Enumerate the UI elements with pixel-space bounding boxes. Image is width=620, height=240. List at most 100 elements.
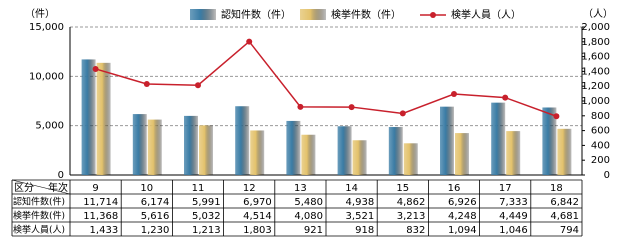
table-row-label: 認知件数(件) xyxy=(13,196,65,208)
bar xyxy=(199,125,213,175)
y2-tick-label: 2,000 xyxy=(581,22,610,33)
bar xyxy=(352,140,367,175)
point xyxy=(92,65,99,72)
table-cell: 11,714 xyxy=(83,197,118,208)
bar xyxy=(455,133,469,175)
y2-tick-label: 0 xyxy=(604,170,610,181)
y-unit: （件） xyxy=(25,8,55,20)
bar xyxy=(286,120,301,175)
bar xyxy=(337,126,352,175)
table-cell: 1,433 xyxy=(90,225,119,236)
table-cell: 832 xyxy=(406,225,425,236)
bar xyxy=(81,59,96,175)
table-cell: 4,449 xyxy=(499,211,528,222)
bar xyxy=(440,106,454,175)
table-cell: 1,094 xyxy=(448,225,477,236)
x-tick-label: 18 xyxy=(550,183,563,194)
x-tick-label: 9 xyxy=(92,183,98,194)
y-tick-label: 15,000 xyxy=(29,22,64,33)
y2-tick-label: 1,400 xyxy=(581,66,610,77)
table-cell: 1,803 xyxy=(243,225,272,236)
point xyxy=(143,80,150,87)
y2-tick-label: 1,000 xyxy=(581,96,610,107)
legend-label: 検挙人員（人） xyxy=(451,8,521,21)
bar xyxy=(147,119,162,175)
x-tick-label: 15 xyxy=(396,183,409,194)
table-cell: 6,970 xyxy=(243,197,272,208)
point xyxy=(399,110,406,117)
table-cell: 5,991 xyxy=(192,197,221,208)
point xyxy=(297,103,304,110)
table-cell: 6,926 xyxy=(448,197,477,208)
point xyxy=(195,82,201,89)
table-header: 区分 xyxy=(14,182,34,194)
y2-unit: （人） xyxy=(583,8,613,20)
table-cell: 3,213 xyxy=(397,211,426,222)
bar xyxy=(388,127,403,175)
bar xyxy=(491,102,506,175)
bar xyxy=(235,106,250,175)
y2-tick-label: 800 xyxy=(591,111,610,122)
point xyxy=(348,104,355,111)
table-cell: 6,842 xyxy=(550,197,579,208)
table-cell: 4,080 xyxy=(294,211,323,222)
table-row-label: 検挙人員(人) xyxy=(13,224,65,236)
table-cell: 1,213 xyxy=(192,225,221,236)
x-tick-label: 11 xyxy=(192,183,205,194)
table-cell: 6,174 xyxy=(141,197,170,208)
y2-tick-label: 1,800 xyxy=(581,37,610,48)
bar xyxy=(557,128,572,175)
table-cell: 1,230 xyxy=(141,225,170,236)
table-cell: 918 xyxy=(355,225,374,236)
point xyxy=(553,113,560,120)
x-tick-label: 13 xyxy=(294,183,307,194)
bar xyxy=(542,107,557,175)
point xyxy=(246,38,253,45)
table-row-label: 検挙件数(件) xyxy=(13,210,65,222)
bar xyxy=(506,131,521,175)
y2-tick-label: 400 xyxy=(591,140,610,151)
bar xyxy=(132,114,147,175)
table-cell: 4,248 xyxy=(448,211,477,222)
y-tick-label: 10,000 xyxy=(29,71,64,82)
y2-tick-label: 600 xyxy=(591,126,610,137)
table-cell: 5,616 xyxy=(141,211,170,222)
table-cell: 3,521 xyxy=(346,211,375,222)
x-tick-label: 16 xyxy=(448,183,461,194)
table-cell: 4,681 xyxy=(550,211,579,222)
table-diagonal xyxy=(11,179,71,195)
legend-label: 認知件数（件） xyxy=(221,8,291,21)
y2-tick-label: 200 xyxy=(591,155,610,166)
bar xyxy=(96,62,111,175)
point xyxy=(502,94,509,101)
x-tick-label: 17 xyxy=(499,183,512,194)
y2-tick-label: 1,200 xyxy=(581,81,610,92)
table-header: 年次 xyxy=(48,181,68,194)
legend-swatch xyxy=(190,9,216,20)
table-cell: 4,514 xyxy=(243,211,272,222)
table-cell: 1,046 xyxy=(499,225,528,236)
y-tick-label: 0 xyxy=(58,170,64,181)
table-cell: 794 xyxy=(560,225,579,236)
bar xyxy=(403,143,418,175)
table-cell: 5,480 xyxy=(294,197,323,208)
table-cell: 4,938 xyxy=(346,197,375,208)
x-tick-label: 14 xyxy=(345,183,358,194)
y2-tick-label: 1,600 xyxy=(581,52,610,63)
x-tick-label: 10 xyxy=(140,183,153,194)
table-cell: 11,368 xyxy=(83,211,118,222)
point xyxy=(451,91,457,98)
legend-label: 検挙件数（件） xyxy=(331,8,401,21)
legend-swatch xyxy=(300,9,326,20)
y-tick-label: 5,000 xyxy=(35,121,64,132)
x-tick-label: 12 xyxy=(243,183,256,194)
bar xyxy=(301,134,316,175)
table-cell: 7,333 xyxy=(499,197,528,208)
table-cell: 5,032 xyxy=(192,211,221,222)
bar xyxy=(184,115,198,175)
line xyxy=(95,40,557,117)
legend-marker xyxy=(430,12,436,18)
table-cell: 921 xyxy=(304,225,323,236)
bar xyxy=(250,130,265,175)
